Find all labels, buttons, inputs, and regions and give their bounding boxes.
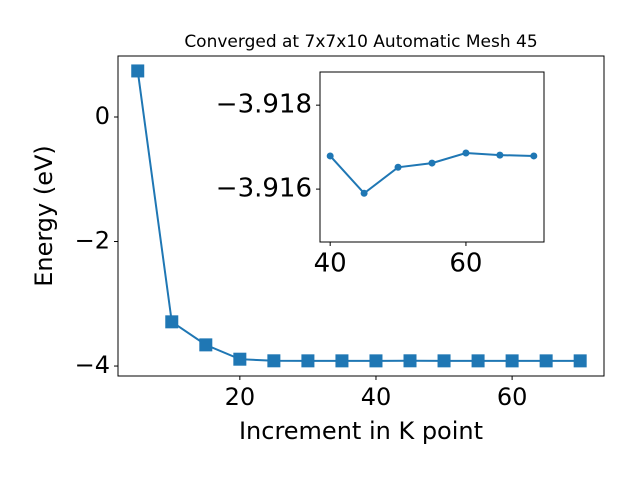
x-tick-label: 60 [449, 249, 482, 279]
x-tick-label: 40 [361, 383, 392, 411]
marker [505, 354, 519, 368]
plot-area [319, 71, 545, 243]
marker [539, 354, 553, 368]
marker [496, 151, 504, 159]
marker [131, 64, 145, 78]
x-tick-label: 20 [225, 383, 256, 411]
x-tick-label: 40 [314, 249, 347, 279]
marker [326, 152, 334, 160]
marker [394, 163, 402, 171]
y-tick-label: 0 [95, 102, 110, 130]
marker [471, 354, 485, 368]
x-axis-label: Increment in K point [239, 417, 483, 445]
y-axis-label: Energy (eV) [30, 145, 58, 287]
marker [369, 354, 383, 368]
marker [530, 152, 538, 160]
marker [437, 354, 451, 368]
y-tick-label: −3.918 [216, 90, 312, 120]
marker [360, 189, 368, 197]
chart-title: Converged at 7x7x10 Automatic Mesh 45 [184, 32, 537, 52]
y-tick-label: −4 [75, 351, 110, 379]
y-tick-label: −2 [75, 227, 110, 255]
y-tick-label: −3.916 [216, 174, 312, 204]
marker [165, 315, 179, 329]
marker [267, 354, 281, 368]
x-tick-label: 60 [497, 383, 528, 411]
marker [428, 159, 436, 167]
marker [335, 354, 349, 368]
marker [403, 354, 417, 368]
marker [573, 354, 587, 368]
marker [233, 352, 247, 366]
marker [462, 149, 470, 157]
marker [199, 338, 213, 352]
marker [301, 354, 315, 368]
